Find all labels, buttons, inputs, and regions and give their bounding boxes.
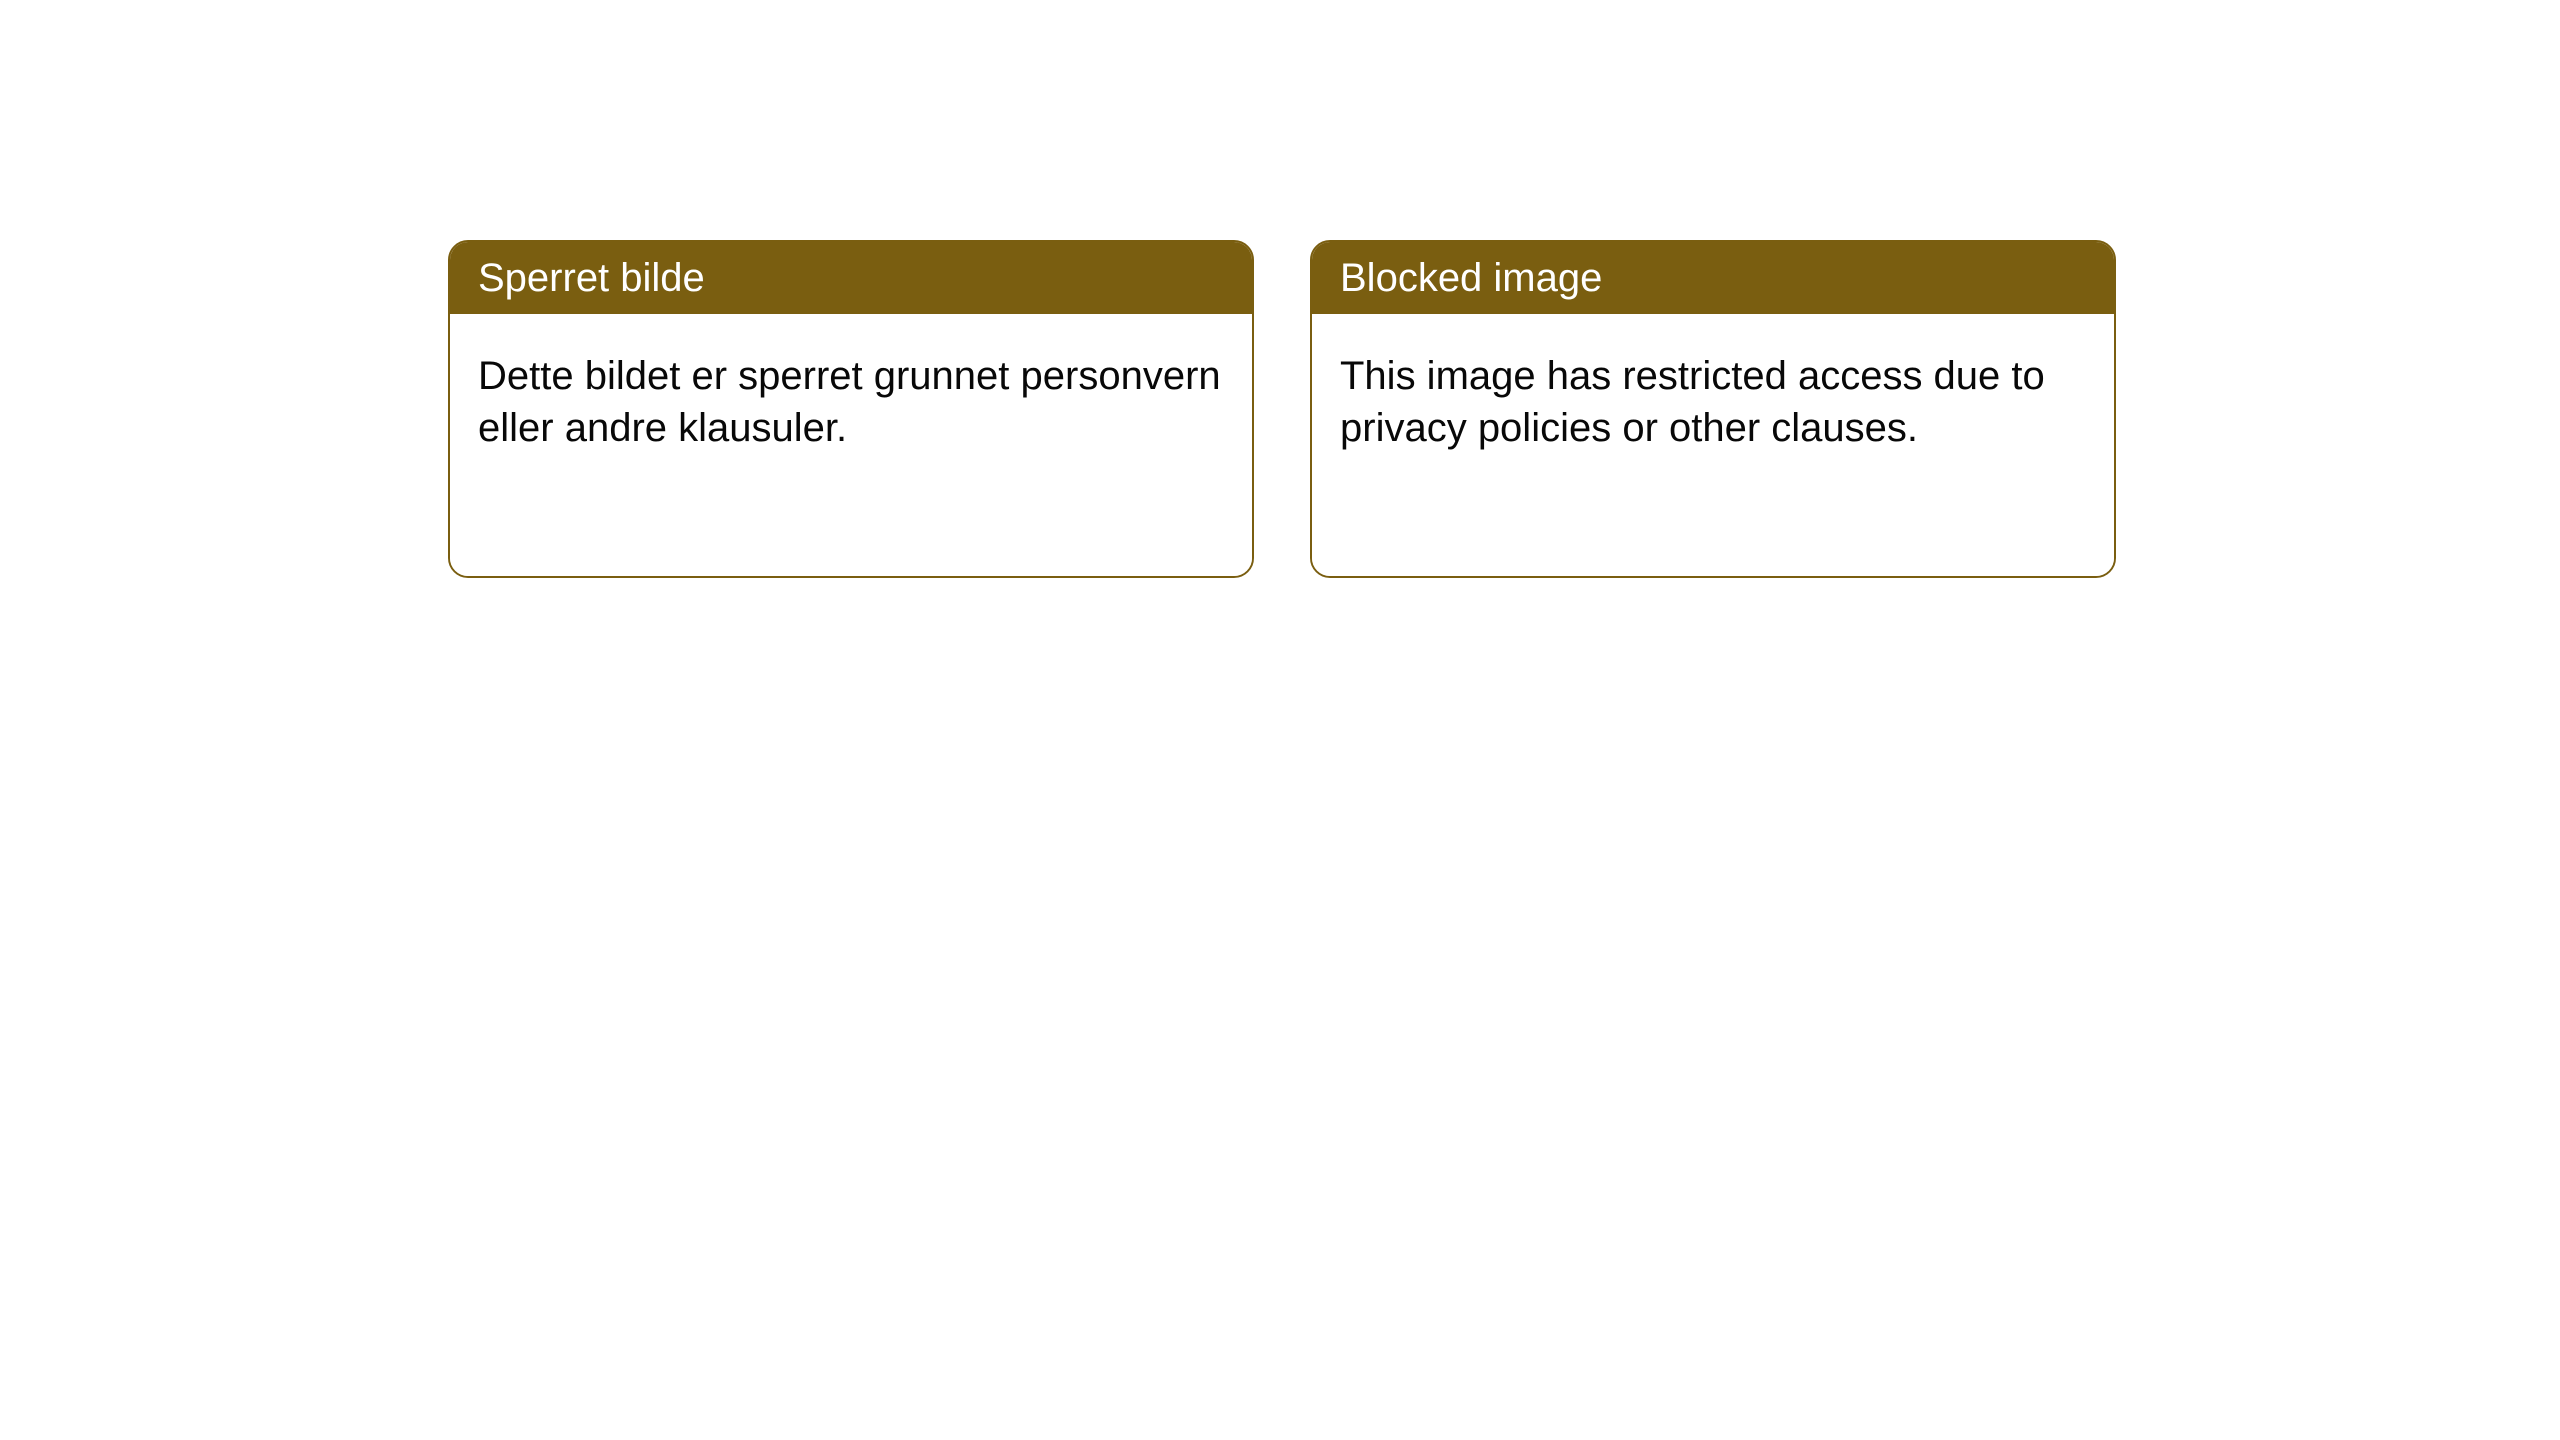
notice-header-en: Blocked image bbox=[1312, 242, 2114, 314]
notice-header-no: Sperret bilde bbox=[450, 242, 1252, 314]
notice-body-en: This image has restricted access due to … bbox=[1312, 314, 2114, 576]
notice-container: Sperret bilde Dette bildet er sperret gr… bbox=[0, 0, 2560, 578]
notice-card-en: Blocked image This image has restricted … bbox=[1310, 240, 2116, 578]
notice-card-no: Sperret bilde Dette bildet er sperret gr… bbox=[448, 240, 1254, 578]
notice-body-no: Dette bildet er sperret grunnet personve… bbox=[450, 314, 1252, 576]
